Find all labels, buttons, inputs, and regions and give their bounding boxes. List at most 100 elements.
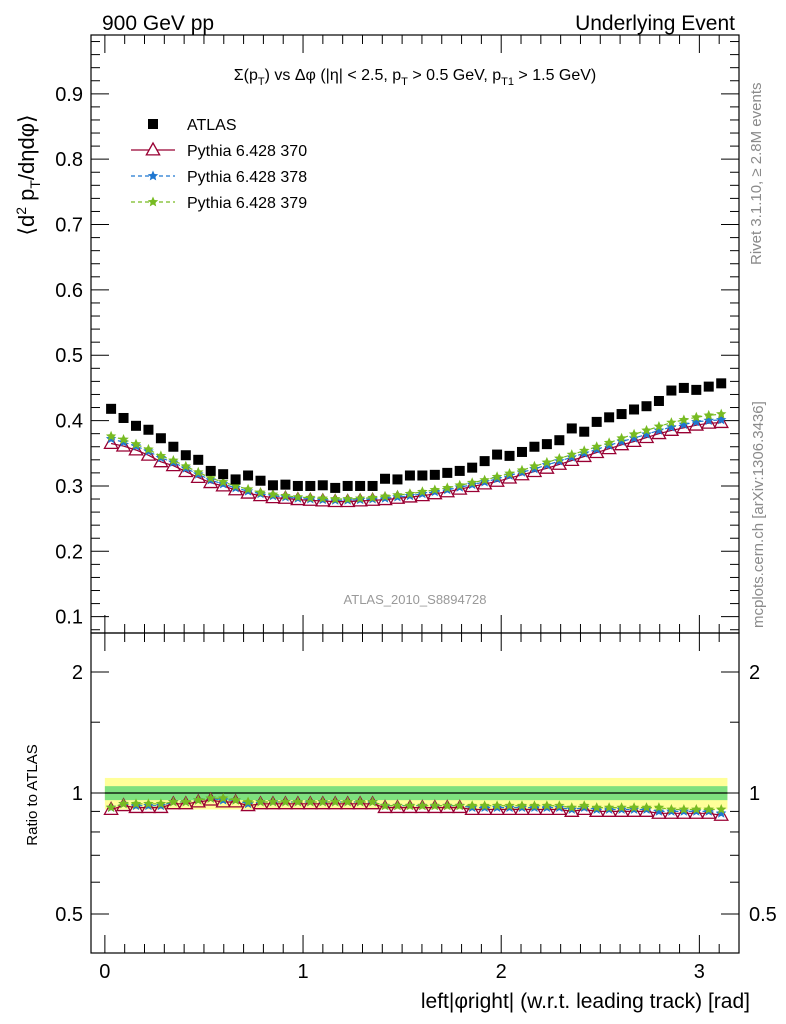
data-point-triangle [153,453,169,468]
data-point-star [205,472,216,483]
data-point-triangle [713,806,729,821]
data-point-triangle [439,799,456,814]
data-point-star [267,796,279,807]
data-point-triangle [688,416,705,431]
data-point-star [529,460,540,471]
legend-label: ATLAS [187,117,237,134]
data-point-star [716,414,727,425]
data-point-triangle [402,799,418,814]
data-point-triangle [489,473,505,487]
data-point-triangle [651,805,667,819]
data-point-star [442,482,453,493]
x-tick-label: 3 [694,961,705,983]
y-tick-label: 0.4 [55,411,83,433]
y-axis-label: ⟨d2 pT/dηdφ⟩ [13,114,43,235]
ratio-tick-label-right: 0.5 [749,904,777,926]
data-point-atlas [280,479,291,490]
ratio-tick-label: 2 [72,662,83,684]
data-point-star [292,796,304,807]
data-point-star [628,802,640,812]
data-point-atlas [267,480,278,491]
data-point-triangle [153,799,169,814]
legend-marker-star [147,170,159,181]
data-point-atlas [255,475,266,486]
data-point-triangle [327,795,343,810]
data-point-triangle [202,474,219,489]
data-point-atlas [516,446,527,457]
side-label-rivet: Rivet 3.1.10, ≥ 2.8M events [748,83,765,266]
data-point-triangle [140,446,157,461]
data-point-star [280,490,291,501]
y-tick-label: 0.9 [55,84,83,106]
data-point-star [653,802,665,812]
data-point-atlas [529,441,540,452]
data-point-triangle [215,477,231,492]
data-point-atlas [342,480,353,491]
data-point-atlas [678,382,689,393]
data-point-atlas [118,412,129,423]
data-point-atlas [417,470,428,481]
ratio-tick-label: 1 [72,783,83,805]
data-point-star [230,794,241,805]
data-point-triangle [663,422,680,436]
data-point-star [541,800,553,811]
data-point-triangle [476,801,493,816]
data-point-star [242,483,254,494]
data-point-triangle [315,795,331,810]
data-point-star [317,796,328,807]
data-point-star [392,800,403,811]
data-point-triangle [688,805,705,819]
header-left: 900 GeV pp [102,12,214,35]
data-point-atlas [392,474,403,485]
data-point-star [193,466,204,477]
data-point-star [653,421,665,431]
data-point-star [616,436,627,446]
data-point-star [504,468,515,478]
data-point-atlas [155,433,166,444]
data-point-star [292,491,304,502]
data-point-star [554,800,565,811]
data-point-star [342,796,353,807]
data-point-atlas [653,395,664,406]
data-point-star [591,441,602,452]
data-point-triangle [638,429,655,444]
data-point-star [155,798,167,809]
data-point-atlas [131,420,142,431]
data-point-star [628,432,640,443]
data-point-atlas [380,473,391,484]
data-point-triangle [215,793,231,808]
data-point-star [180,796,191,807]
data-point-triangle [277,490,294,504]
data-point-atlas [467,462,478,473]
legend: ATLAS Pythia 6.428 370 Pythia 6.428 378 Pyt… [131,117,307,212]
data-point-star [504,800,515,811]
data-point-triangle [489,801,505,816]
data-point-atlas [541,439,552,450]
data-point-star [330,493,341,504]
data-point-triangle [526,801,543,816]
data-point-triangle [389,490,406,504]
data-point-star [591,802,602,812]
data-point-star [454,479,465,490]
data-point-atlas [479,456,490,467]
data-point-triangle [115,437,132,452]
y-tick-label: 0.8 [55,149,83,171]
ratio-panel: 0.5 0.5 1 1 2 2 0 1 2 3 Ratio to ATLAS left|φrig… [24,632,777,1013]
data-point-triangle [588,803,605,817]
data-point-triangle [277,795,294,810]
data-point-atlas [205,465,216,476]
data-point-triangle [588,444,605,459]
data-point-triangle [651,425,667,440]
data-point-triangle [501,469,518,484]
data-point-triangle [178,795,194,810]
main-panel: 0.1 0.2 0.3 0.4 0.5 0.6 0.7 0.8 0.9 Σ(pT) vs Δφ … [13,34,740,634]
legend-label: Pythia 6.428 379 [187,195,307,212]
data-point-triangle [402,488,418,503]
data-point-atlas [180,450,191,461]
data-point-star [379,800,391,811]
data-point-triangle [476,475,493,490]
data-point-triangle [613,803,630,817]
data-point-star [130,438,142,449]
data-point-star [616,802,627,812]
